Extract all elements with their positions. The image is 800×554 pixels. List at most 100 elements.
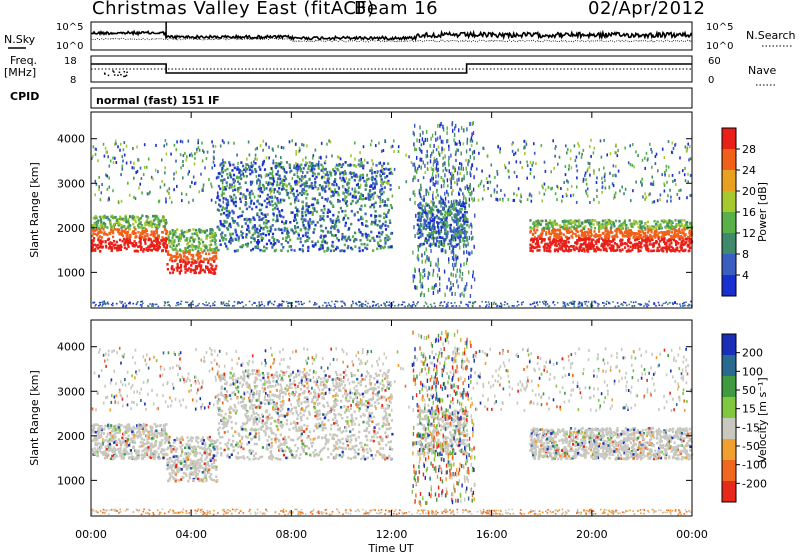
power-near-range [325, 305, 328, 308]
power-echo [255, 170, 258, 173]
power-streak [434, 182, 436, 187]
power-scatter [365, 181, 367, 185]
power-echo [237, 167, 240, 171]
power-echo [290, 169, 293, 173]
power-scatter [345, 190, 347, 194]
power-near-range [578, 302, 580, 305]
power-echo [668, 219, 671, 222]
power-echo [370, 177, 373, 180]
power-near-range [674, 301, 676, 303]
power-scatter [320, 141, 323, 145]
power-scatter [462, 200, 464, 204]
power-echo [202, 260, 205, 264]
power-scatter [645, 195, 648, 199]
power-echo [255, 205, 258, 209]
power-streak [453, 138, 455, 143]
power-echo [646, 244, 649, 248]
power-scatter [210, 198, 213, 202]
power-echo [228, 211, 231, 215]
power-scatter [344, 170, 347, 174]
power-echo [304, 214, 307, 217]
power-near-range [186, 301, 189, 304]
power-echo [232, 163, 235, 167]
power-echo [339, 171, 342, 174]
power-echo [428, 244, 431, 247]
power-echo [332, 234, 335, 237]
power-near-range [296, 301, 298, 303]
power-echo [324, 226, 328, 230]
power-echo [192, 255, 195, 258]
power-echo [210, 243, 213, 247]
power-echo [440, 218, 443, 221]
power-echo [276, 219, 279, 222]
power-scatter [293, 164, 296, 168]
power-echo [198, 264, 201, 268]
power-scatter [435, 148, 438, 152]
power-echo [421, 243, 424, 247]
power-echo [664, 233, 667, 236]
power-echo [200, 248, 203, 251]
power-echo [251, 247, 255, 251]
power-scatter [338, 156, 341, 160]
power-echo [604, 241, 607, 244]
power-near-range [106, 301, 109, 304]
power-echo [654, 236, 657, 239]
power-scatter [422, 198, 425, 202]
power-echo [638, 230, 641, 233]
power-echo [590, 240, 593, 244]
power-scatter [431, 176, 433, 180]
power-echo [248, 218, 251, 221]
power-echo [320, 169, 323, 172]
power-echo [206, 257, 209, 261]
power-echo [362, 166, 365, 170]
power-scatter [114, 142, 116, 146]
power-echo [172, 268, 175, 271]
power-echo [195, 266, 199, 270]
power-near-range [360, 303, 363, 306]
power-near-range [403, 301, 406, 304]
power-echo [454, 207, 457, 210]
power-echo [199, 269, 202, 273]
power-scatter [299, 167, 301, 171]
power-scatter [508, 175, 510, 179]
power-echo [432, 208, 435, 212]
power-echo [127, 243, 130, 246]
power-echo [222, 223, 225, 226]
power-echo [190, 264, 193, 267]
power-echo [131, 218, 134, 221]
power-scatter [358, 164, 361, 168]
power-streak [443, 179, 445, 184]
power-scatter [359, 183, 362, 187]
power-scatter [129, 160, 132, 164]
power-scatter [656, 199, 659, 203]
power-near-range [392, 301, 395, 303]
power-scatter [154, 168, 157, 172]
power-echo [266, 197, 269, 201]
power-near-range [101, 301, 103, 304]
power-echo [432, 222, 435, 226]
power-echo [222, 192, 225, 195]
power-streak [420, 272, 422, 277]
power-echo [419, 206, 422, 210]
power-scatter [219, 144, 222, 148]
power-echo [307, 220, 310, 223]
power-echo [668, 243, 671, 246]
power-echo [460, 204, 463, 208]
power-echo [562, 249, 565, 253]
power-scatter [644, 197, 646, 201]
power-echo [121, 239, 124, 243]
power-echo [428, 235, 432, 239]
power-echo [305, 202, 308, 205]
power-near-range [666, 303, 669, 305]
power-near-range [486, 304, 488, 306]
power-echo [552, 239, 555, 242]
power-echo [142, 250, 145, 253]
power-scatter [295, 152, 297, 156]
power-near-range [103, 300, 105, 303]
power-echo [456, 213, 459, 216]
power-echo [220, 213, 223, 216]
power-echo [205, 234, 208, 238]
power-echo [665, 220, 668, 224]
power-near-range [180, 303, 182, 306]
power-echo [301, 205, 305, 208]
